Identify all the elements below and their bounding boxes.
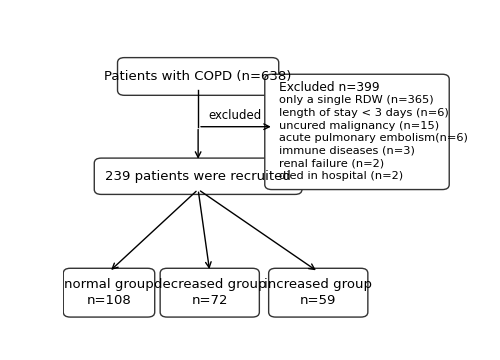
- Text: 239 patients were recruited: 239 patients were recruited: [105, 170, 291, 183]
- FancyBboxPatch shape: [268, 268, 368, 317]
- FancyBboxPatch shape: [160, 268, 260, 317]
- Text: immune diseases (n=3): immune diseases (n=3): [278, 146, 414, 156]
- Text: decreased group: decreased group: [154, 278, 266, 291]
- Text: acute pulmonary embolism(n=6): acute pulmonary embolism(n=6): [278, 133, 468, 143]
- Text: excluded: excluded: [208, 109, 262, 122]
- Text: n=59: n=59: [300, 294, 337, 307]
- FancyBboxPatch shape: [64, 268, 154, 317]
- Text: only a single RDW (n=365): only a single RDW (n=365): [278, 95, 434, 105]
- Text: increased group: increased group: [264, 278, 372, 291]
- Text: uncured malignancy (n=15): uncured malignancy (n=15): [278, 121, 439, 131]
- Text: n=72: n=72: [192, 294, 228, 307]
- Text: n=108: n=108: [86, 294, 132, 307]
- FancyBboxPatch shape: [265, 74, 449, 190]
- Text: died in hospital (n=2): died in hospital (n=2): [278, 171, 403, 181]
- Text: Excluded n=399: Excluded n=399: [278, 81, 380, 94]
- FancyBboxPatch shape: [94, 158, 302, 194]
- FancyBboxPatch shape: [118, 58, 278, 95]
- Text: length of stay < 3 days (n=6): length of stay < 3 days (n=6): [278, 108, 448, 118]
- Text: Patients with COPD (n=638): Patients with COPD (n=638): [104, 70, 292, 83]
- Text: renal failure (n=2): renal failure (n=2): [278, 159, 384, 168]
- Text: normal group: normal group: [64, 278, 154, 291]
